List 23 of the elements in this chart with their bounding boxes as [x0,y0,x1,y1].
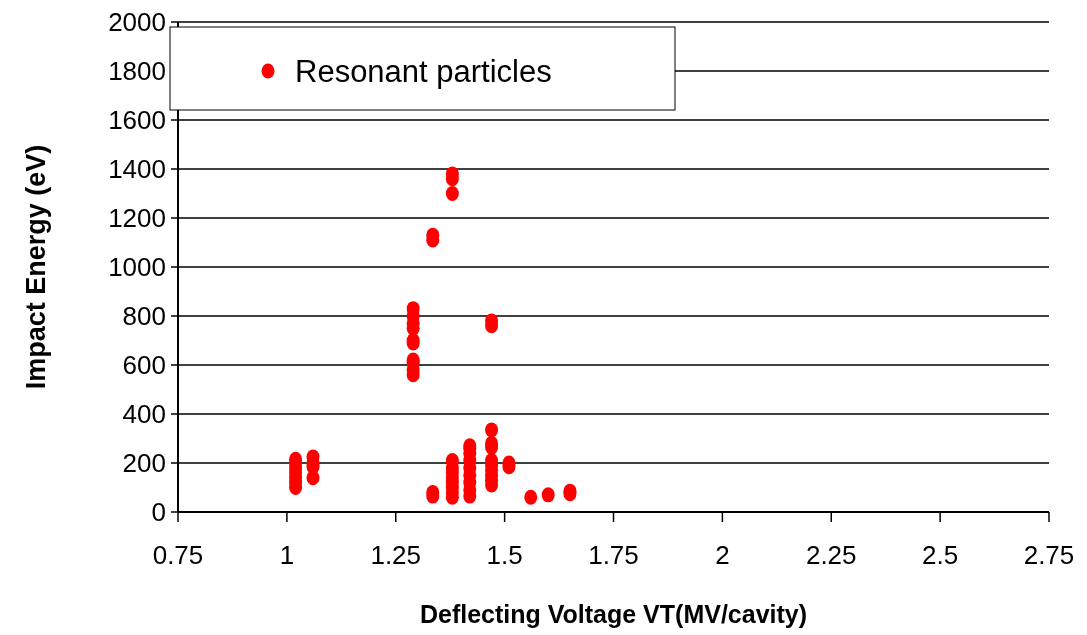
y-tick-label: 1200 [108,203,166,234]
x-axis-title: Deflecting Voltage VT(MV/cavity) [419,600,808,628]
y-tick-label: 1000 [108,252,166,283]
y-tick-label: 800 [122,301,166,332]
legend-label: Resonant particles [295,53,552,89]
x-tick-label: 0.75 [152,540,204,570]
y-tick-label: 1400 [108,154,166,185]
y-tick-label: 400 [122,399,166,430]
y-tick-label: 200 [122,448,166,479]
y-tick-label: 0 [151,497,166,528]
y-tick-label: 1800 [108,56,166,87]
x-tick-label: 1 [279,540,295,570]
x-tick-label: 2.5 [922,540,959,570]
x-tick-label: 1.25 [370,540,422,570]
y-tick-label: 1600 [108,105,166,136]
x-tick-label: 1.5 [486,540,523,570]
y-tick-label: 2000 [108,7,166,38]
x-tick-label: 1.75 [588,540,639,570]
x-tick-label: 2.25 [805,540,857,570]
y-axis-title: Impact Energy (eV) [21,144,51,390]
x-tick-label: 2.75 [1023,540,1075,570]
x-tick-label: 2 [715,540,730,570]
y-tick-label: 600 [122,350,166,381]
